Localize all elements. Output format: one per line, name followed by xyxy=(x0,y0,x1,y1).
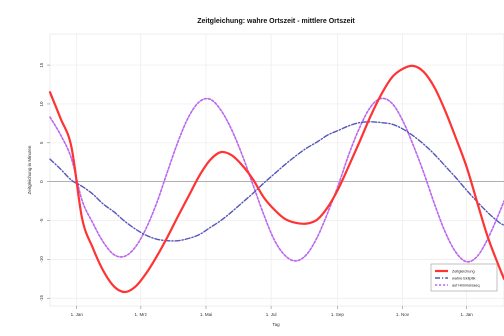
legend-label: wahre Ekliptik xyxy=(452,276,476,280)
grid xyxy=(50,34,504,306)
x-tick-label: 1. Sep xyxy=(331,312,345,317)
legend: Zeitgleichung wahre Ekliptik auf Himmelsae… xyxy=(430,263,498,292)
x-tick-label: 1. Jul xyxy=(266,312,277,317)
series-line xyxy=(49,121,504,242)
chart-title: Zeitgleichung: wahre Ortszeit - mittlere… xyxy=(197,18,355,25)
x-tick-label: 1. Jan xyxy=(460,312,473,317)
y-tick-label: 10 xyxy=(39,101,44,107)
y-tick-label: 15 xyxy=(39,62,44,68)
series-line xyxy=(49,97,504,263)
y-tick-label: -15 xyxy=(39,294,44,301)
legend-label: auf Himmelsaeq. xyxy=(452,283,481,287)
y-tick-label: 0 xyxy=(39,180,44,183)
y-tick-label: -10 xyxy=(39,256,44,263)
legend-label: Zeitgleichung xyxy=(452,269,475,273)
x-axis: 1. Jan 1. Mrz 1. Mai 1. Jul 1. Sep 1. Nov 1. J… xyxy=(71,306,473,317)
x-tick-label: 1. Nov xyxy=(396,312,410,317)
y-axis: -15 -10 -5 0 5 10 15 xyxy=(39,62,50,301)
plot-area-border xyxy=(49,33,504,307)
y-tick-label: -5 xyxy=(39,218,44,222)
series-group xyxy=(48,64,504,294)
x-tick-label: 1. Mai xyxy=(200,312,212,317)
y-axis-label: Zeitgleichung in Minuten xyxy=(27,145,32,194)
series-line xyxy=(48,64,504,294)
x-tick-label: 1. Mrz xyxy=(135,312,148,317)
y-tick-label: 5 xyxy=(39,141,44,144)
x-axis-label: Tag xyxy=(272,322,280,327)
x-tick-label: 1. Jan xyxy=(71,312,84,317)
